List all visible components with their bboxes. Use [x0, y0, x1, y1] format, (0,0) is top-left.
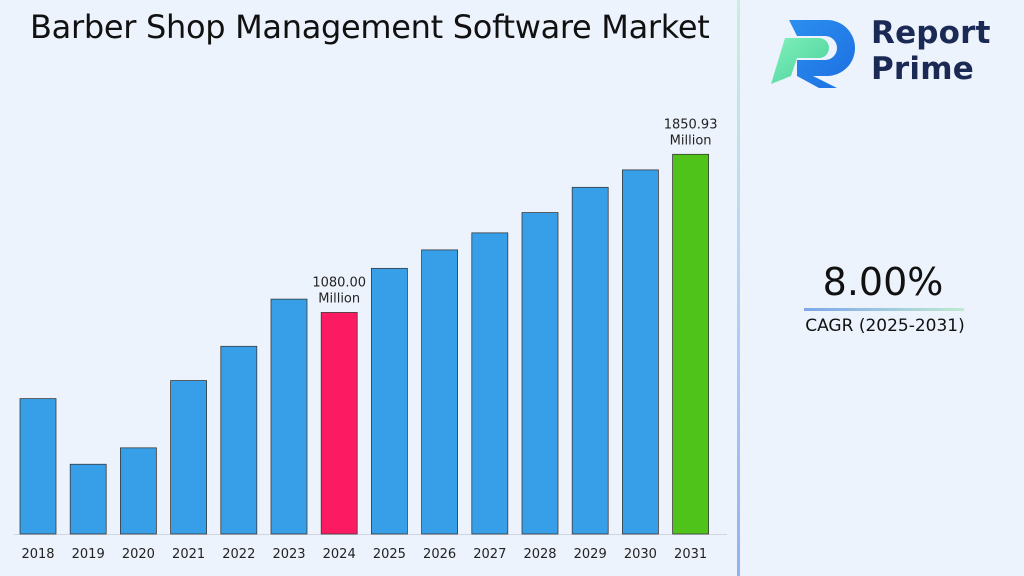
x-tick-label-2028: 2028 — [523, 547, 556, 562]
bar-2028 — [521, 212, 559, 535]
data-label-2031-line-2: Million — [670, 133, 712, 148]
x-tick-label-2022: 2022 — [222, 547, 255, 562]
bar-2022 — [220, 345, 258, 535]
bar-2031 — [672, 153, 709, 535]
x-tick-label-2021: 2021 — [172, 547, 205, 562]
bar-2027 — [471, 232, 509, 535]
data-label-2024-line-2: Million — [318, 291, 360, 306]
x-tick-label-2023: 2023 — [272, 547, 305, 562]
cagr-label: CAGR (2025-2031) — [805, 316, 965, 336]
x-tick-label-2029: 2029 — [574, 547, 607, 562]
bar-2020 — [120, 447, 157, 535]
logo-text-report: Report — [871, 15, 991, 51]
bar-2029 — [571, 186, 609, 535]
x-tick-label-2024: 2024 — [323, 547, 356, 562]
bar-2023 — [270, 298, 308, 535]
bar-2018 — [19, 398, 57, 535]
bar-2026 — [421, 249, 459, 535]
bar-2021 — [170, 380, 208, 535]
cagr-value: 8.00% — [822, 260, 944, 304]
bar-2024 — [320, 312, 358, 535]
logo-mark-icon — [771, 20, 855, 88]
logo-text-prime: Prime — [871, 51, 974, 87]
bar-chart: 2018 2019 2020 2021 2022 2023 2024 2025 2026 2027… — [14, 117, 727, 562]
x-tick-label-2025: 2025 — [373, 547, 406, 562]
x-tick-label-2027: 2027 — [473, 547, 506, 562]
chart-title: Barber Shop Management Software Market — [30, 8, 710, 46]
bar-2030 — [622, 169, 659, 535]
data-label-2024-line-1: 1080.00 — [312, 275, 366, 290]
data-label-2031-line-1: 1850.93 — [664, 117, 718, 132]
cagr-underline — [804, 308, 964, 311]
x-tick-label-2020: 2020 — [122, 547, 155, 562]
bar-2019 — [69, 463, 107, 535]
report-prime-logo: Report Prime — [767, 14, 1007, 94]
x-tick-label-2030: 2030 — [624, 547, 657, 562]
x-tick-label-2018: 2018 — [21, 547, 54, 562]
panel-divider — [737, 0, 740, 576]
x-tick-label-2026: 2026 — [423, 547, 456, 562]
bar-2025 — [370, 267, 408, 535]
x-tick-label-2031: 2031 — [674, 547, 707, 562]
x-tick-label-2019: 2019 — [72, 547, 105, 562]
